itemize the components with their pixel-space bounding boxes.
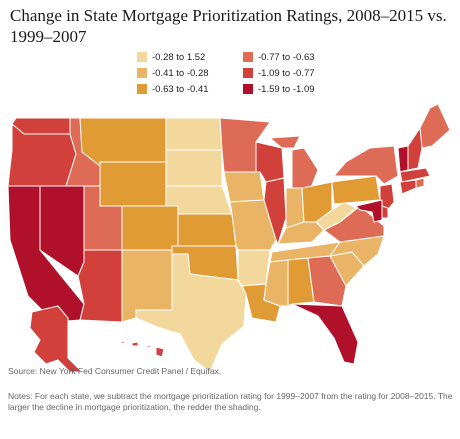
legend-swatch bbox=[243, 52, 253, 62]
state-MD bbox=[355, 199, 383, 223]
legend-label: -1.09 to -0.77 bbox=[258, 67, 315, 79]
state-MI bbox=[269, 135, 319, 191]
state-ME bbox=[419, 103, 451, 149]
legend-item: -0.77 to -0.63 bbox=[243, 50, 315, 64]
legend-item: -1.59 to -1.09 bbox=[243, 82, 315, 96]
state-IA bbox=[223, 171, 265, 203]
state-MT bbox=[79, 117, 167, 167]
legend-swatch bbox=[137, 68, 147, 78]
state-CT bbox=[399, 179, 417, 195]
legend-swatch bbox=[137, 52, 147, 62]
state-SD bbox=[165, 149, 223, 187]
state-DE bbox=[381, 205, 389, 219]
state-VT bbox=[397, 145, 409, 173]
state-RI bbox=[415, 177, 425, 189]
state-ND bbox=[165, 117, 223, 151]
state-KY bbox=[277, 221, 325, 245]
legend: -0.28 to 1.52 -0.41 to -0.28 -0.63 to -0… bbox=[137, 50, 457, 98]
legend-label: -1.59 to -1.09 bbox=[258, 83, 315, 95]
legend-label: -0.63 to -0.41 bbox=[152, 83, 209, 95]
legend-label: -0.41 to -0.28 bbox=[152, 67, 209, 79]
state-AR bbox=[237, 249, 271, 287]
legend-label: -0.28 to 1.52 bbox=[152, 51, 206, 63]
state-WY bbox=[99, 161, 167, 207]
map-title: Change in State Mortgage Prioritization … bbox=[10, 6, 447, 46]
state-FL bbox=[291, 303, 359, 365]
legend-swatch bbox=[243, 68, 253, 78]
state-TX bbox=[135, 253, 247, 373]
source-note: Source: New York Fed Consumer Credit Pan… bbox=[8, 366, 222, 376]
legend-item: -1.09 to -0.77 bbox=[243, 66, 315, 80]
state-KS bbox=[177, 213, 237, 247]
legend-swatch bbox=[137, 84, 147, 94]
legend-item: -0.63 to -0.41 bbox=[137, 82, 209, 96]
state-IN bbox=[285, 187, 305, 229]
legend-swatch bbox=[243, 84, 253, 94]
state-AL bbox=[287, 257, 315, 307]
legend-item: -0.28 to 1.52 bbox=[137, 50, 205, 64]
legend-item: -0.41 to -0.28 bbox=[137, 66, 209, 80]
state-HI bbox=[119, 340, 165, 358]
state-WV bbox=[315, 201, 357, 231]
state-NH bbox=[407, 127, 423, 171]
state-AK bbox=[29, 305, 83, 373]
state-CO bbox=[121, 205, 179, 251]
state-PA bbox=[331, 175, 381, 205]
state-NY bbox=[333, 145, 399, 185]
notes: Notes: For each state, we subtract the m… bbox=[8, 391, 453, 412]
state-AZ bbox=[77, 249, 123, 323]
legend-label: -0.77 to -0.63 bbox=[258, 51, 315, 63]
state-MA bbox=[399, 167, 431, 183]
